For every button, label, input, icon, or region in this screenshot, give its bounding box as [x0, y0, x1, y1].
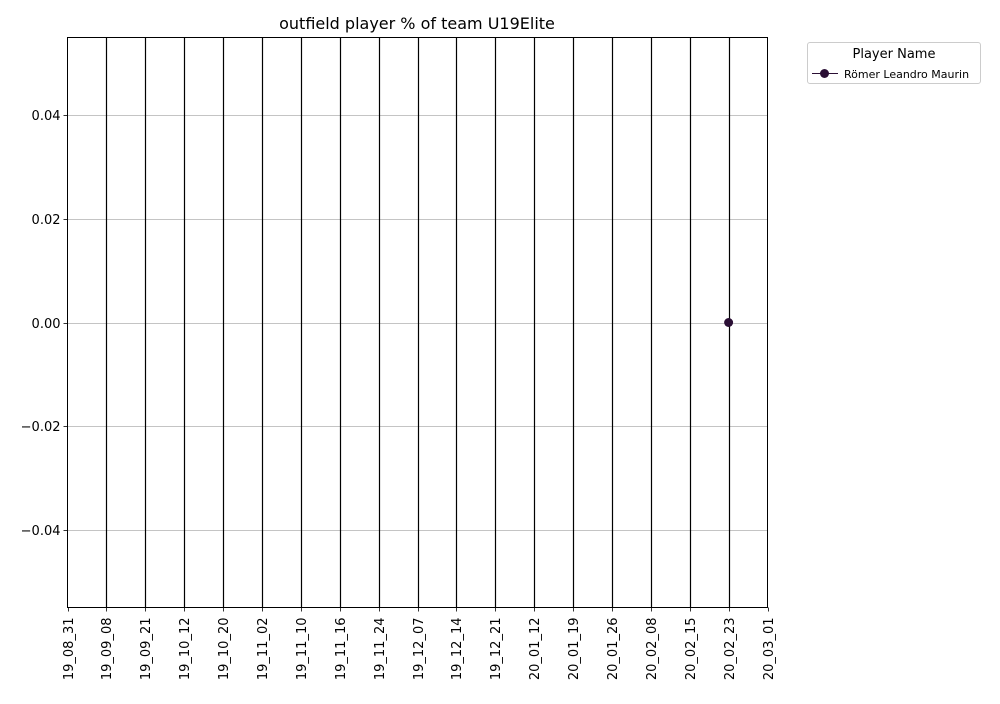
x-tick-label: 19_11_24	[373, 618, 388, 681]
x-tick-label: 20_02_08	[645, 618, 660, 681]
series	[724, 318, 734, 327]
x-tick-label: 19_09_08	[100, 618, 115, 681]
legend-label: Römer Leandro Maurin	[844, 67, 970, 81]
y-tick-label: 0.04	[32, 109, 61, 124]
category-vertical-lines	[105, 37, 731, 608]
data-point	[724, 318, 734, 327]
x-tick-label: 19_10_20	[217, 618, 232, 681]
legend-title: Player Name	[852, 47, 936, 62]
x-axis: 19_08_31 19_09_08 19_09_21 19_10_12 19_10_20…	[62, 607, 777, 681]
y-tick-label: −0.02	[21, 420, 61, 435]
y-tick-label: 0.00	[32, 317, 61, 332]
x-tick-label: 19_12_21	[489, 618, 504, 681]
x-tick-label: 19_11_16	[334, 618, 349, 681]
x-tick-label: 19_11_02	[256, 618, 271, 681]
x-tick-label: 19_12_14	[450, 618, 465, 681]
grid-lines	[67, 115, 768, 531]
x-tick-label: 20_01_12	[528, 618, 543, 681]
x-tick-label: 19_12_07	[412, 618, 427, 681]
legend: Player Name Römer Leandro Maurin	[807, 42, 981, 84]
x-tick-label: 20_01_26	[606, 618, 621, 681]
x-tick-label: 19_09_21	[139, 618, 154, 681]
y-axis: −0.04 −0.02 0.00 0.02 0.04	[21, 109, 68, 539]
x-tick-label: 19_11_10	[295, 618, 310, 681]
x-tick-label: 20_02_15	[684, 618, 699, 681]
x-tick-label: 19_10_12	[178, 618, 193, 681]
x-tick-label: 20_03_01	[762, 618, 777, 681]
x-tick-label: 19_08_31	[62, 618, 77, 681]
x-tick-label: 20_01_19	[567, 618, 582, 681]
y-tick-label: −0.04	[21, 524, 61, 539]
chart-title: outfield player % of team U19Elite	[279, 14, 555, 33]
legend-entry: Römer Leandro Maurin	[812, 67, 969, 81]
legend-marker-icon	[812, 68, 838, 80]
x-tick-label: 20_02_23	[723, 618, 738, 681]
plot-frame	[67, 37, 768, 608]
y-tick-label: 0.02	[32, 213, 61, 228]
